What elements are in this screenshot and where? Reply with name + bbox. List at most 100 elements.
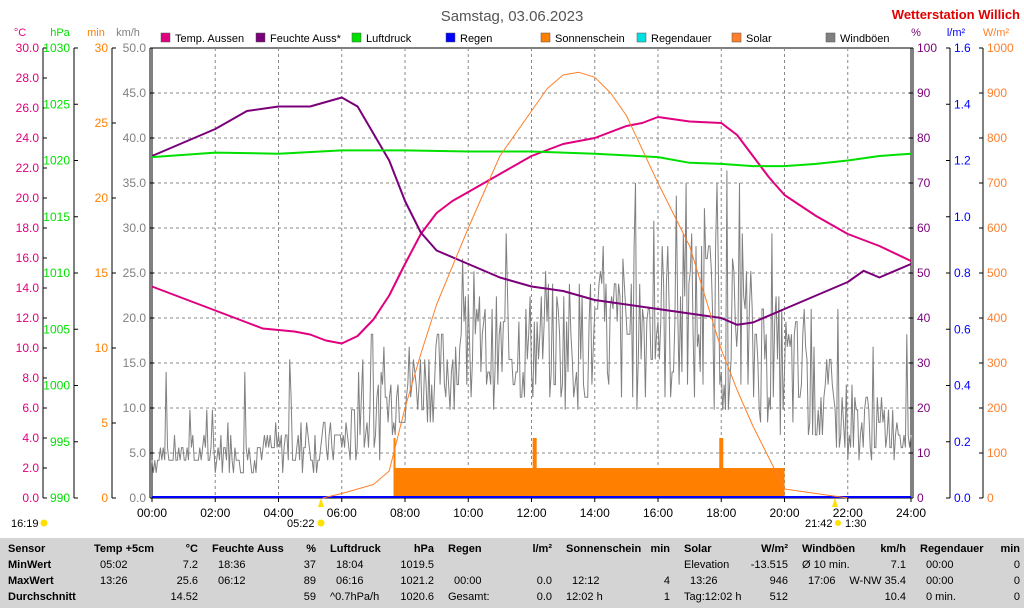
rain-axis-unit: l/m² xyxy=(947,27,966,39)
axes: 0.0 2.0 4.0 6.0 8.0 10.0 12.0 14.0 16.0 18.0 20.0 2… xyxy=(16,41,1014,520)
solar-max-time: 13:26 xyxy=(690,575,718,587)
solar-tick-label: 1000 xyxy=(987,41,1014,55)
temp-tick-label: 6.0 xyxy=(22,401,39,415)
sunrise-arrow-icon xyxy=(318,498,324,507)
temp-tick-label: 16.0 xyxy=(16,251,40,265)
wind-tick-label: 50.0 xyxy=(123,41,147,55)
temp-tick-label: 12.0 xyxy=(16,311,40,325)
temp-tick-label: 20.0 xyxy=(16,191,40,205)
sunshine-tick-label: 25 xyxy=(95,116,109,130)
sunshine-header: Sonnenschein xyxy=(566,543,642,555)
solar-avg: 512 xyxy=(769,591,788,603)
temp-min-time: 05:02 xyxy=(100,559,128,571)
solar-tick-label: 0 xyxy=(987,491,994,505)
humidity-tick-label: 20 xyxy=(917,401,931,415)
legend-swatch xyxy=(255,32,266,43)
solar-tick-label: 600 xyxy=(987,221,1007,235)
temp-avg: 14.52 xyxy=(170,591,198,603)
temp-tick-label: 10.0 xyxy=(16,341,40,355)
legend-swatch xyxy=(445,32,456,43)
sunshine-max-time: 12:12 xyxy=(572,575,600,587)
legend-swatch xyxy=(540,32,551,43)
temp-unit: °C xyxy=(185,543,198,555)
weather-chart: Samstag, 03.06.2023 Wetterstation Willic… xyxy=(11,7,1021,530)
legend: Temp. Aussen Feuchte Auss* Luftdruck Regen S… xyxy=(160,32,890,45)
rain-tick-label: 0.2 xyxy=(954,435,971,449)
humidity-min-time: 18:36 xyxy=(218,559,246,571)
pressure-tick-label: 1005 xyxy=(43,322,70,336)
sunset-arrow-icon xyxy=(832,498,838,507)
gust-series xyxy=(151,170,912,474)
temp-tick-label: 26.0 xyxy=(16,101,40,115)
solar-tick-label: 800 xyxy=(987,131,1007,145)
wind-tick-label: 25.0 xyxy=(123,266,147,280)
sunshine-avg: 1 xyxy=(663,591,670,603)
wind-avg10-label: Ø 10 min. xyxy=(802,559,850,571)
solar-elevation-label: Elevation xyxy=(684,559,730,571)
sunshine-axis-unit: min xyxy=(87,27,105,39)
moon-icon xyxy=(835,520,841,526)
sunshine-tick-label: 15 xyxy=(95,266,109,280)
sunshine-tick-label: 10 xyxy=(95,341,109,355)
solar-tick-label: 200 xyxy=(987,401,1007,415)
solar-tick-label: 400 xyxy=(987,311,1007,325)
solar-tick-label: 100 xyxy=(987,446,1007,460)
sunshine-bar xyxy=(395,468,785,498)
temp-tick-label: 22.0 xyxy=(16,161,40,175)
pressure-avg: 1020.6 xyxy=(400,591,434,603)
rain-duration-min-val: 0 xyxy=(1013,559,1020,571)
x-tick-label: 18:00 xyxy=(706,506,736,520)
x-tick-label: 24:00 xyxy=(896,506,926,520)
pressure-unit: hPa xyxy=(413,543,434,555)
summary-sunshine: Sonnenschein min 12:12 4 12:02 h 1 xyxy=(560,538,676,608)
sunshine-series xyxy=(152,438,911,498)
legend-swatch xyxy=(825,32,836,43)
sunshine-tick-label: 5 xyxy=(101,416,108,430)
x-tick-label: 04:00 xyxy=(263,506,293,520)
sunrise-time: 05:22 xyxy=(287,518,315,530)
x-tick-label: 16:00 xyxy=(643,506,673,520)
pressure-tick-label: 1010 xyxy=(43,266,70,280)
station-name: Wetterstation Willich xyxy=(892,7,1020,22)
wind-tick-label: 5.0 xyxy=(129,446,146,460)
rain-duration-unit: min xyxy=(1000,543,1020,555)
solar-tick-label: 700 xyxy=(987,176,1007,190)
temp-tick-label: 30.0 xyxy=(16,41,40,55)
legend-label: Feuchte Auss* xyxy=(270,33,342,45)
pressure-tick-label: 990 xyxy=(50,491,70,505)
sunshine-tick-label: 30 xyxy=(95,41,109,55)
temp-max-time: 13:26 xyxy=(100,575,128,587)
sunshine-unit: min xyxy=(650,543,670,555)
pressure-trend: ^0.7hPa/h xyxy=(330,591,380,603)
series-temp-aussen xyxy=(151,116,912,345)
series-solar xyxy=(322,71,848,499)
x-tick-label: 08:00 xyxy=(390,506,420,520)
solar-axis-unit: W/m² xyxy=(983,27,1010,39)
humidity-tick-label: 100 xyxy=(917,41,937,55)
series-feuchte-auss xyxy=(151,96,912,326)
pressure-tick-label: 995 xyxy=(50,435,70,449)
moonrise-time: 1:30 xyxy=(845,518,866,530)
temp-tick-label: 24.0 xyxy=(16,131,40,145)
wind-max-val: W-NW 35.4 xyxy=(849,575,906,587)
temp-tick-label: 4.0 xyxy=(22,431,39,445)
pressure-axis-unit: hPa xyxy=(50,27,70,39)
wind-header: Windböen xyxy=(802,543,856,555)
rain-tick-label: 0.0 xyxy=(954,491,971,505)
rain-duration-avg: 0 xyxy=(1013,591,1020,603)
pressure-min-time: 18:04 xyxy=(336,559,364,571)
legend-swatch xyxy=(160,32,171,43)
humidity-tick-label: 40 xyxy=(917,311,931,325)
rain-tick-label: 1.6 xyxy=(954,41,971,55)
humidity-header: Feuchte Auss xyxy=(212,543,284,555)
summary-temp: Temp +5cm °C 05:02 7.2 13:26 25.6 14.52 xyxy=(88,538,204,608)
pressure-tick-label: 1020 xyxy=(43,154,70,168)
temp-axis-unit: °C xyxy=(14,27,26,39)
wind-tick-label: 45.0 xyxy=(123,86,147,100)
rain-tick-label: 1.0 xyxy=(954,210,971,224)
pressure-header: Luftdruck xyxy=(330,543,381,555)
sunset-time: 21:42 xyxy=(805,518,833,530)
humidity-avg: 59 xyxy=(303,591,316,603)
rain-total-label: Gesamt: xyxy=(448,591,490,603)
solar-tick-label: 900 xyxy=(987,86,1007,100)
